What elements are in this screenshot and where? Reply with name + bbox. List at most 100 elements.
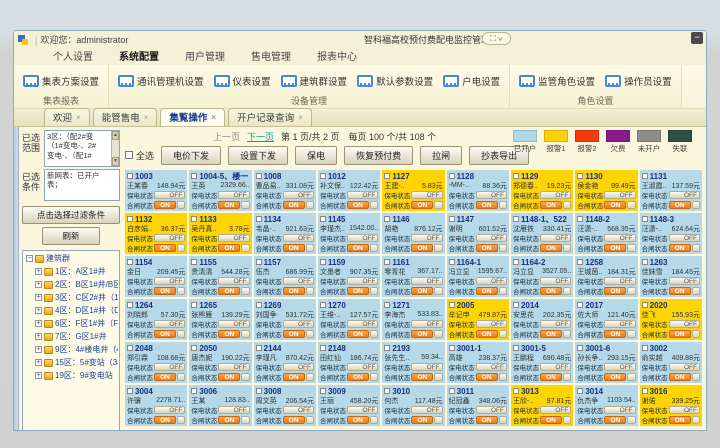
keep-power-off-button[interactable]: OFF — [154, 406, 186, 414]
switch-on-button[interactable]: ON — [604, 330, 627, 338]
room-checkbox[interactable] — [448, 388, 455, 394]
keep-power-off-button[interactable]: OFF — [346, 234, 379, 242]
room-checkbox[interactable] — [448, 345, 455, 351]
tree-expand-icon[interactable]: + — [35, 281, 42, 288]
switch-on-button[interactable]: ON — [475, 373, 498, 381]
switch-on-button[interactable]: ON — [539, 201, 562, 209]
switch-on-button[interactable]: ON — [346, 287, 369, 295]
room-checkbox[interactable] — [384, 259, 391, 265]
tree-node[interactable]: +6区：F区1#井（F区1# — [26, 318, 118, 329]
tab-close-icon[interactable]: × — [76, 112, 81, 122]
keep-power-off-button[interactable]: OFF — [475, 277, 507, 285]
tree-expand-icon[interactable]: + — [35, 359, 42, 366]
keep-power-off-button[interactable]: OFF — [668, 277, 700, 285]
keep-power-off-button[interactable]: OFF — [411, 363, 443, 371]
room-checkbox[interactable] — [319, 388, 326, 394]
keep-power-off-button[interactable]: OFF — [282, 191, 314, 199]
room-checkbox[interactable] — [255, 388, 262, 394]
keep-power-off-button[interactable]: OFF — [604, 363, 636, 371]
switch-on-button[interactable]: ON — [604, 287, 627, 295]
keep-power-off-button[interactable]: OFF — [539, 234, 572, 242]
keep-power-off-button[interactable]: OFF — [154, 234, 186, 242]
keep-power-off-button[interactable]: OFF — [475, 406, 507, 414]
menu-item-个人设置[interactable]: 个人设置 — [53, 52, 93, 63]
room-checkbox[interactable] — [448, 173, 455, 179]
ribbon-button[interactable]: 集表方案设置 — [18, 72, 104, 90]
keep-power-off-button[interactable]: OFF — [411, 320, 443, 328]
keep-power-off-button[interactable]: OFF — [668, 234, 700, 242]
switch-on-button[interactable]: ON — [475, 416, 498, 424]
menu-item-用户管理[interactable]: 用户管理 — [185, 52, 225, 63]
room-checkbox[interactable] — [641, 302, 648, 308]
tree-node[interactable]: +15区：5#变站（3#变 — [26, 357, 118, 368]
room-checkbox[interactable] — [127, 259, 133, 265]
keep-power-off-button[interactable]: OFF — [668, 191, 700, 199]
keep-power-off-button[interactable]: OFF — [475, 234, 507, 242]
switch-on-button[interactable]: ON — [346, 201, 369, 209]
room-checkbox[interactable] — [191, 173, 198, 179]
room-checkbox[interactable] — [512, 259, 519, 265]
menu-item-系统配置[interactable]: 系统配置 — [119, 52, 159, 63]
switch-on-button[interactable]: ON — [411, 416, 434, 424]
tree-node[interactable]: +3区：C区2#井（1#变 — [26, 292, 118, 303]
room-checkbox[interactable] — [512, 302, 519, 308]
switch-on-button[interactable]: ON — [346, 373, 369, 381]
switch-on-button[interactable]: ON — [282, 373, 305, 381]
tab-close-icon[interactable]: × — [143, 112, 149, 122]
switch-on-button[interactable]: ON — [282, 330, 305, 338]
room-checkbox[interactable] — [577, 259, 584, 265]
action-button-设置下发[interactable]: 设置下发 — [228, 145, 289, 165]
tree-node[interactable]: +2区：B区1#井/B区1#井 — [26, 279, 118, 290]
switch-on-button[interactable]: ON — [604, 201, 627, 209]
refresh-button[interactable]: 刷新 — [42, 227, 100, 245]
room-checkbox[interactable] — [512, 173, 519, 179]
keep-power-off-button[interactable]: OFF — [475, 320, 507, 328]
switch-on-button[interactable]: ON — [282, 244, 305, 252]
keep-power-off-button[interactable]: OFF — [346, 191, 379, 199]
keep-power-off-button[interactable]: OFF — [282, 320, 314, 328]
keep-power-off-button[interactable]: OFF — [218, 277, 250, 285]
switch-on-button[interactable]: ON — [411, 330, 434, 338]
keep-power-off-button[interactable]: OFF — [411, 191, 443, 199]
ribbon-button[interactable]: 户电设置 — [438, 72, 505, 90]
switch-on-button[interactable]: ON — [411, 244, 434, 252]
room-checkbox[interactable] — [191, 388, 198, 394]
switch-on-button[interactable]: ON — [668, 373, 691, 381]
action-button-保电[interactable]: 保电 — [295, 145, 338, 165]
ribbon-button[interactable]: 监管角色设置 — [514, 72, 600, 90]
room-checkbox[interactable] — [319, 259, 326, 265]
switch-on-button[interactable]: ON — [539, 330, 562, 338]
room-checkbox[interactable] — [255, 259, 262, 265]
switch-on-button[interactable]: ON — [668, 330, 691, 338]
keep-power-off-button[interactable]: OFF — [282, 277, 314, 285]
room-checkbox[interactable] — [127, 345, 133, 351]
room-checkbox[interactable] — [448, 302, 455, 308]
keep-power-off-button[interactable]: OFF — [218, 363, 250, 371]
keep-power-off-button[interactable]: OFF — [668, 406, 700, 414]
tree-expand-icon[interactable]: + — [35, 294, 42, 301]
tab-欢迎[interactable]: 欢迎 × — [44, 108, 90, 126]
keep-power-off-button[interactable]: OFF — [604, 277, 636, 285]
tree-node[interactable]: +19区：9#变电站（2#楼 — [26, 370, 118, 381]
keep-power-off-button[interactable]: OFF — [218, 406, 250, 414]
tree-collapse-icon[interactable]: − — [26, 255, 33, 262]
menu-item-售电管理[interactable]: 售电管理 — [251, 52, 291, 63]
room-checkbox[interactable] — [127, 216, 133, 222]
keep-power-off-button[interactable]: OFF — [218, 234, 250, 242]
tab-集覧操作[interactable]: 集覧操作 × — [160, 108, 226, 126]
switch-on-button[interactable]: ON — [539, 287, 562, 295]
room-checkbox[interactable] — [255, 216, 262, 222]
room-checkbox[interactable] — [127, 173, 133, 179]
room-checkbox[interactable] — [448, 216, 455, 222]
switch-on-button[interactable]: ON — [154, 201, 176, 209]
keep-power-off-button[interactable]: OFF — [604, 191, 636, 199]
ribbon-button[interactable]: 操作员设置 — [600, 72, 677, 90]
room-checkbox[interactable] — [641, 173, 648, 179]
room-checkbox[interactable] — [319, 302, 326, 308]
room-checkbox[interactable] — [384, 345, 391, 351]
switch-on-button[interactable]: ON — [282, 287, 305, 295]
keep-power-off-button[interactable]: OFF — [604, 406, 636, 414]
keep-power-off-button[interactable]: OFF — [154, 277, 186, 285]
tab-close-icon[interactable]: × — [211, 112, 217, 122]
switch-on-button[interactable]: ON — [411, 287, 434, 295]
